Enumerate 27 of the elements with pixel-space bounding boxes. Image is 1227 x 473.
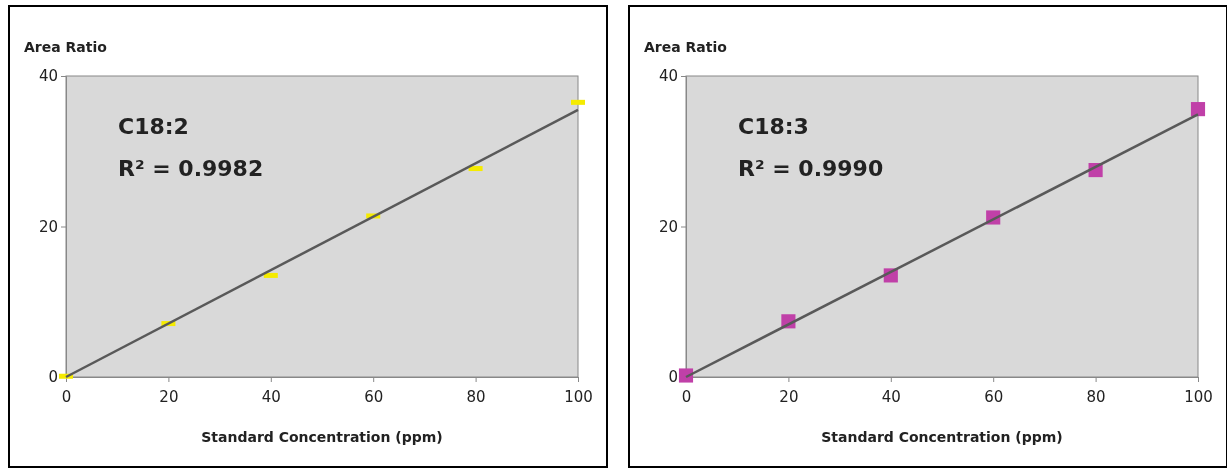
y-tick-label: 20: [38, 217, 58, 236]
x-tick-label: 80: [466, 387, 486, 406]
x-tick-label: 60: [364, 387, 384, 406]
y-tick-label: 0: [668, 368, 678, 387]
x-tick-label: 20: [779, 387, 799, 406]
annotation: R² = 0.9982: [118, 156, 264, 181]
y-tick-label: 20: [658, 217, 678, 236]
y-axis-title: Area Ratio: [24, 39, 108, 55]
x-tick-label: 20: [159, 387, 179, 406]
annotation: C18:3: [738, 114, 809, 139]
x-tick-label: 40: [261, 387, 281, 406]
y-tick-label: 0: [48, 368, 58, 387]
x-tick-label: 60: [984, 387, 1004, 406]
y-tick-label: 40: [38, 67, 58, 86]
x-tick-label: 100: [1184, 387, 1213, 406]
annotation: R² = 0.9990: [738, 156, 884, 181]
annotation: C18:2: [118, 114, 189, 139]
x-tick-label: 40: [881, 387, 901, 406]
x-axis-title: Standard Concentration (ppm): [201, 429, 443, 445]
x-tick-label: 80: [1086, 387, 1106, 406]
x-axis-title: Standard Concentration (ppm): [821, 429, 1063, 445]
x-tick-label: 100: [564, 387, 593, 406]
x-tick-label: 0: [681, 387, 692, 406]
y-axis-title: Area Ratio: [644, 39, 728, 55]
x-tick-label: 0: [61, 387, 72, 406]
point: [1190, 102, 1206, 117]
y-tick-label: 40: [658, 67, 678, 86]
